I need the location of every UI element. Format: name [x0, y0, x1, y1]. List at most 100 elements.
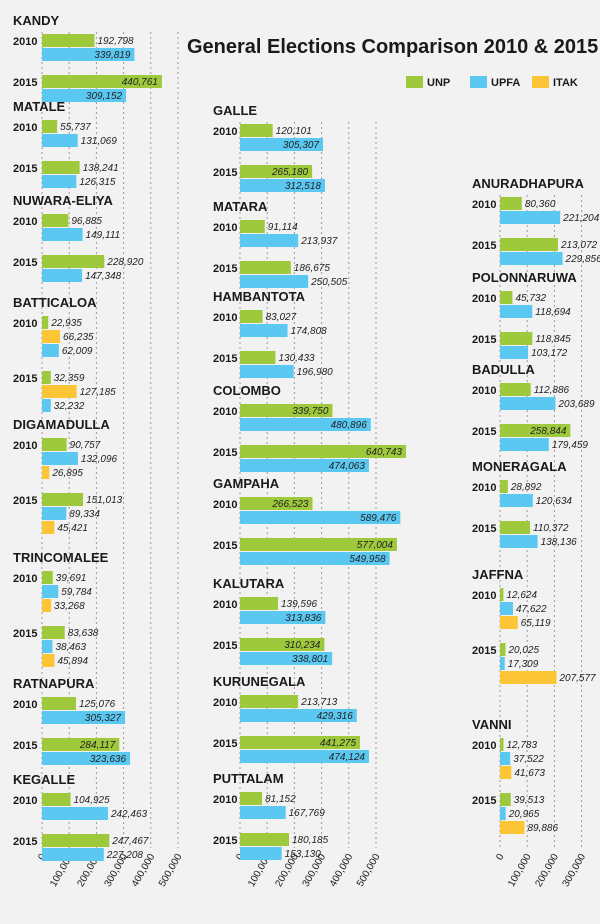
year-label: 2015 [213, 263, 237, 275]
bar-value-label: 313,836 [285, 613, 322, 624]
bar-upfa [500, 305, 533, 318]
bar-value-label: 310,234 [284, 640, 321, 651]
chart-title: General Elections Comparison 2010 & 2015 [187, 36, 598, 58]
legend-swatch-upfa [470, 76, 487, 88]
bar-value-label: 17,309 [508, 659, 539, 670]
legend-label-upfa: UPFA [491, 77, 520, 89]
district-kurunegala: KURUNEGALA 2010 213,713 429,316 2015 441,275 4… [213, 674, 369, 763]
bar-unp [240, 404, 333, 417]
year-label: 2010 [13, 573, 37, 585]
bar-unp [500, 383, 531, 396]
bar-unp [42, 571, 53, 584]
bar-value-label: 266,523 [271, 499, 309, 510]
district-name: COLOMBO [213, 383, 281, 398]
bar-unp [42, 697, 77, 710]
bar-unp [240, 310, 263, 323]
district-name: KANDY [13, 13, 60, 28]
year-label: 2010 [213, 794, 237, 806]
district-jaffna: JAFFNA 2010 12,624 47,622 65,119 2015 20,025 17… [472, 567, 596, 684]
district-ratnapura: RATNAPURA 2010 125,076 305,327 2015 284,117 32… [13, 676, 131, 765]
bar-value-label: 153,130 [285, 849, 322, 860]
bar-value-label: 305,327 [85, 713, 122, 724]
bar-upfa [500, 211, 561, 224]
bar-upfa [42, 807, 108, 820]
district-digamadulla: DIGAMADULLA 2010 90,757 132,096 26,895 2015 15… [13, 417, 123, 534]
bar-itak [42, 521, 55, 534]
year-label: 2010 [213, 499, 237, 511]
year-label: 2010 [213, 406, 237, 418]
bar-upfa [42, 269, 83, 282]
district-name: PUTTALAM [213, 771, 284, 786]
bar-itak [42, 385, 77, 398]
bar-upfa [42, 640, 53, 653]
bar-value-label: 174,808 [291, 326, 328, 337]
bar-value-label: 91,114 [268, 222, 298, 233]
year-label: 2010 [13, 440, 37, 452]
bar-unp [500, 480, 508, 493]
x-tick-label: 100,000 [506, 852, 534, 889]
district-polonnaruwa: POLONNARUWA 2010 45,732 118,694 2015 118,845 1… [472, 270, 577, 359]
bar-unp [42, 371, 51, 384]
district-name: VANNI [472, 717, 511, 732]
bar-value-label: 227,208 [106, 850, 144, 861]
bar-unp [240, 538, 397, 551]
year-label: 2015 [213, 540, 237, 552]
bar-unp [240, 736, 361, 749]
legend-swatch-itak [532, 76, 549, 88]
district-puttalam: PUTTALAM 2010 81,152 167,769 2015 180,185 153,… [213, 771, 329, 860]
bar-value-label: 192,798 [97, 36, 134, 47]
district-vanni: VANNI 2010 12,783 37,522 41,673 2015 39,513 20,… [472, 717, 558, 834]
bar-unp [500, 197, 522, 210]
bar-value-label: 577,004 [357, 540, 394, 551]
bar-value-label: 37,522 [513, 754, 544, 765]
district-gampaha: GAMPAHA 2010 266,523 589,476 2015 577,004 549,… [213, 476, 401, 565]
legend-label-unp: UNP [427, 77, 450, 89]
bar-upfa [42, 507, 67, 520]
bar-value-label: 120,634 [536, 496, 573, 507]
bar-unp [42, 75, 162, 88]
year-label: 2015 [472, 240, 496, 252]
bar-value-label: 131,069 [81, 136, 118, 147]
bar-value-label: 65,119 [521, 618, 551, 629]
year-label: 2015 [213, 640, 237, 652]
bar-value-label: 39,691 [56, 573, 87, 584]
district-name: MATALE [13, 99, 66, 114]
chart-column-2: 0100,000200,000300,000400,000500,000GALL… [213, 103, 406, 889]
bar-upfa [240, 750, 369, 763]
year-label: 2015 [213, 835, 237, 847]
bar-unp [500, 738, 504, 751]
year-label: 2015 [472, 334, 496, 346]
bar-unp [500, 291, 513, 304]
legend-label-itak: ITAK [553, 77, 578, 89]
bar-value-label: 441,275 [320, 738, 357, 749]
district-batticaloa: BATTICALOA 2010 22,935 66,235 62,009 2015 32,3… [13, 295, 116, 412]
bar-unp [42, 120, 58, 133]
bar-upfa [500, 807, 506, 820]
year-label: 2010 [472, 385, 496, 397]
year-label: 2015 [13, 373, 37, 385]
year-label: 2015 [13, 163, 37, 175]
bar-unp [240, 638, 325, 651]
bar-value-label: 228,920 [106, 257, 144, 268]
bar-unp [500, 793, 511, 806]
district-kandy: KANDY 2010 192,798 339,819 2015 440,761 309,15… [13, 13, 162, 102]
bar-upfa [240, 652, 333, 665]
bar-value-label: 32,359 [54, 373, 85, 384]
district-name: NUWARA-ELIYA [13, 193, 114, 208]
year-label: 2015 [213, 738, 237, 750]
year-label: 2015 [472, 426, 496, 438]
bar-unp [500, 521, 531, 534]
bar-unp [42, 316, 49, 329]
bar-unp [500, 588, 504, 601]
bar-value-label: 126,315 [79, 177, 116, 188]
bar-value-label: 305,307 [283, 140, 320, 151]
bar-value-label: 440,761 [122, 77, 158, 88]
bar-value-label: 104,925 [74, 795, 111, 806]
bar-value-label: 589,476 [360, 513, 397, 524]
bar-upfa [240, 552, 390, 565]
bar-upfa [500, 346, 529, 359]
bar-value-label: 12,624 [506, 590, 537, 601]
year-label: 2010 [213, 222, 237, 234]
